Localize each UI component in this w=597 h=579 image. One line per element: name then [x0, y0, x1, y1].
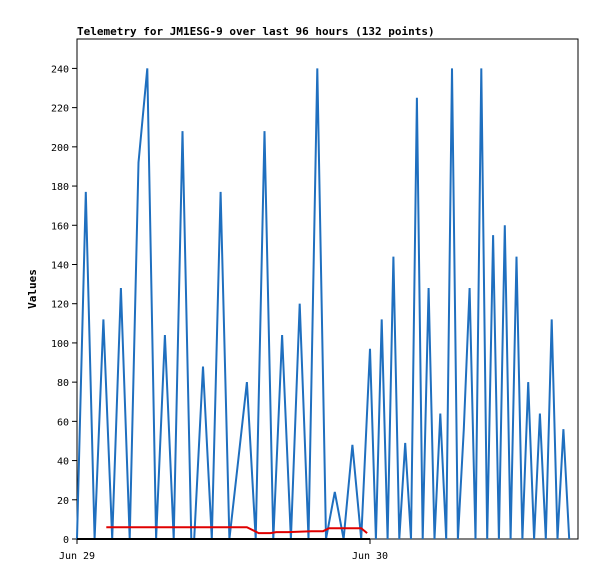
y-axis: 0 20 40 60 80 100 120 140 160 180 200 220 240: [51, 64, 77, 546]
y-tick-label: 80: [57, 378, 69, 389]
x-tick-label: Jun 29: [59, 551, 95, 562]
y-tick-label: 40: [57, 457, 69, 468]
x-axis: Jun 29 Jun 30: [59, 539, 388, 562]
y-tick-label: 60: [57, 417, 69, 428]
series-line-0: [76, 68, 571, 540]
y-tick-label: 100: [51, 339, 69, 350]
y-tick-label: 240: [51, 64, 69, 75]
y-tick-label: 0: [63, 535, 69, 546]
y-tick-label: 220: [51, 104, 69, 115]
y-tick-label: 200: [51, 143, 69, 154]
series-line-1: [106, 526, 368, 535]
series-layer: [76, 68, 571, 540]
y-axis-label: Values: [26, 269, 39, 309]
chart-title: Telemetry for JM1ESG-9 over last 96 hour…: [77, 25, 435, 38]
y-tick-label: 160: [51, 221, 69, 232]
y-tick-label: 180: [51, 182, 69, 193]
y-tick-label: 120: [51, 300, 69, 311]
y-tick-label: 140: [51, 260, 69, 271]
y-tick-label: 20: [57, 496, 69, 507]
x-tick-label: Jun 30: [352, 551, 388, 562]
